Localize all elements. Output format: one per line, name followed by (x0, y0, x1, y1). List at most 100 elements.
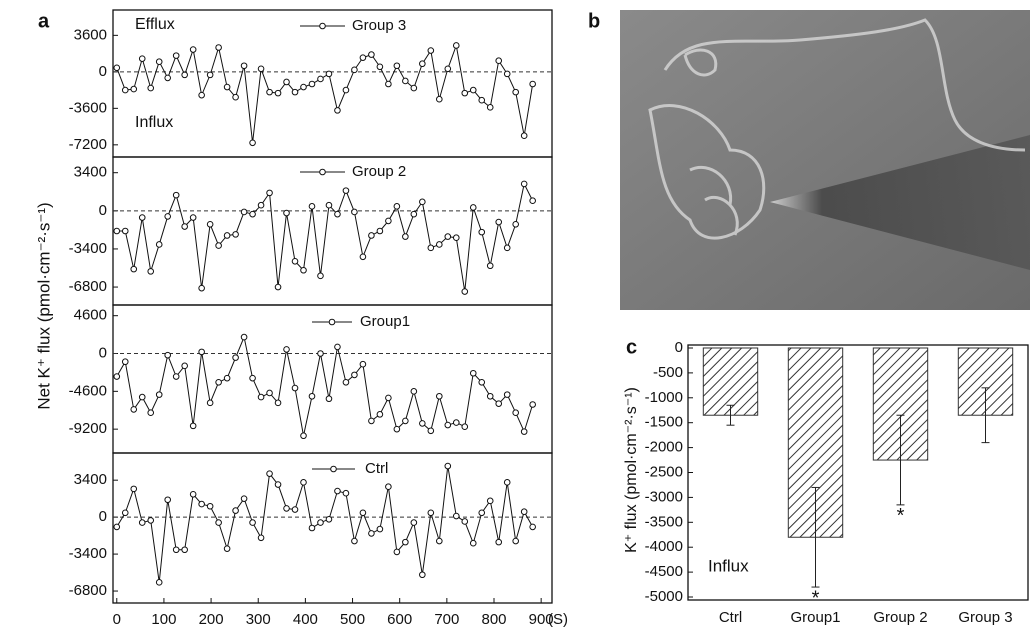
data-point (478, 509, 486, 517)
data-point (444, 233, 452, 240)
data-point (359, 253, 367, 261)
data-point (368, 232, 375, 239)
data-point (317, 75, 324, 83)
data-point (172, 546, 180, 554)
data-point (376, 411, 384, 418)
data-point (249, 210, 256, 218)
data-point (461, 89, 469, 97)
series-line (116, 182, 534, 292)
data-point (512, 537, 519, 545)
data-point (147, 84, 155, 92)
data-point (308, 524, 316, 532)
data-point (351, 537, 358, 545)
data-point (172, 191, 180, 199)
data-point (393, 62, 401, 70)
data-point (223, 232, 231, 239)
data-point (469, 204, 477, 211)
x-tick-label: 800 (481, 611, 506, 628)
data-point (266, 470, 273, 477)
y-tick-label: -9200 (69, 420, 107, 437)
data-point (529, 80, 536, 88)
data-point (138, 519, 146, 526)
x-tick-label: 600 (387, 611, 412, 628)
data-point (529, 401, 536, 408)
y-tick-label: -4500 (645, 563, 683, 580)
data-point (240, 208, 248, 216)
data-point (181, 71, 188, 79)
data-point (452, 512, 460, 520)
y-tick-label: -6800 (69, 582, 107, 599)
data-point (495, 218, 503, 226)
x-tick-label: Group1 (790, 609, 840, 626)
data-point (385, 217, 392, 225)
y-tick-label: -2500 (645, 463, 683, 480)
data-point (317, 272, 324, 280)
data-point (240, 495, 248, 502)
data-point (325, 70, 333, 78)
x-tick-label: 700 (434, 611, 459, 628)
data-point (342, 378, 350, 386)
data-point (121, 358, 129, 366)
data-point (325, 395, 333, 403)
data-point (155, 241, 163, 248)
data-point (130, 265, 138, 273)
data-point (113, 523, 121, 531)
data-point (121, 509, 129, 517)
x-tick-label: Group 2 (873, 609, 927, 626)
y-tick-label: -1000 (645, 389, 683, 406)
data-point (232, 231, 239, 238)
data-point (444, 462, 452, 470)
y-tick-label: -3400 (69, 545, 107, 562)
data-point (402, 417, 409, 425)
annotation: Influx (135, 114, 173, 131)
data-point (266, 88, 273, 96)
data-point (486, 104, 494, 111)
data-point (274, 399, 282, 407)
data-point (520, 428, 528, 435)
micrograph (620, 10, 1030, 310)
y-tick-label: 0 (99, 63, 107, 80)
data-point (444, 65, 452, 73)
data-point (215, 519, 222, 526)
data-point (351, 66, 358, 74)
data-point (478, 378, 486, 386)
x-tick-label: 100 (151, 611, 176, 628)
data-point (419, 420, 426, 427)
data-point (529, 523, 536, 531)
data-point (495, 400, 503, 407)
data-point (300, 479, 307, 486)
data-point (452, 234, 460, 242)
data-point (469, 369, 477, 377)
data-point (240, 62, 248, 70)
data-point (427, 509, 435, 517)
data-point (461, 288, 469, 295)
data-point (436, 95, 443, 103)
data-point (495, 538, 503, 546)
data-point (512, 220, 519, 228)
data-point (376, 227, 384, 235)
y-tick-label: 3600 (74, 26, 107, 43)
data-point (181, 546, 188, 554)
data-point (342, 489, 350, 497)
data-point (257, 65, 265, 73)
data-point (503, 244, 511, 252)
data-point (113, 373, 121, 380)
data-point (215, 378, 222, 386)
data-point (495, 57, 503, 64)
data-point (164, 74, 171, 82)
data-point (469, 539, 477, 547)
y-tick-label: -3600 (69, 99, 107, 116)
data-point (317, 519, 324, 526)
data-point (283, 346, 290, 353)
x-tick-label: 300 (246, 611, 271, 628)
legend-marker (319, 22, 326, 30)
y-tick-label: -5000 (645, 588, 683, 605)
data-point (419, 571, 426, 579)
x-tick-label: 400 (293, 611, 318, 628)
data-point (130, 485, 138, 493)
data-point (486, 497, 494, 505)
y-tick-label: 0 (675, 339, 683, 356)
annotation: Influx (708, 556, 749, 575)
data-point (520, 132, 528, 140)
data-point (223, 374, 231, 382)
